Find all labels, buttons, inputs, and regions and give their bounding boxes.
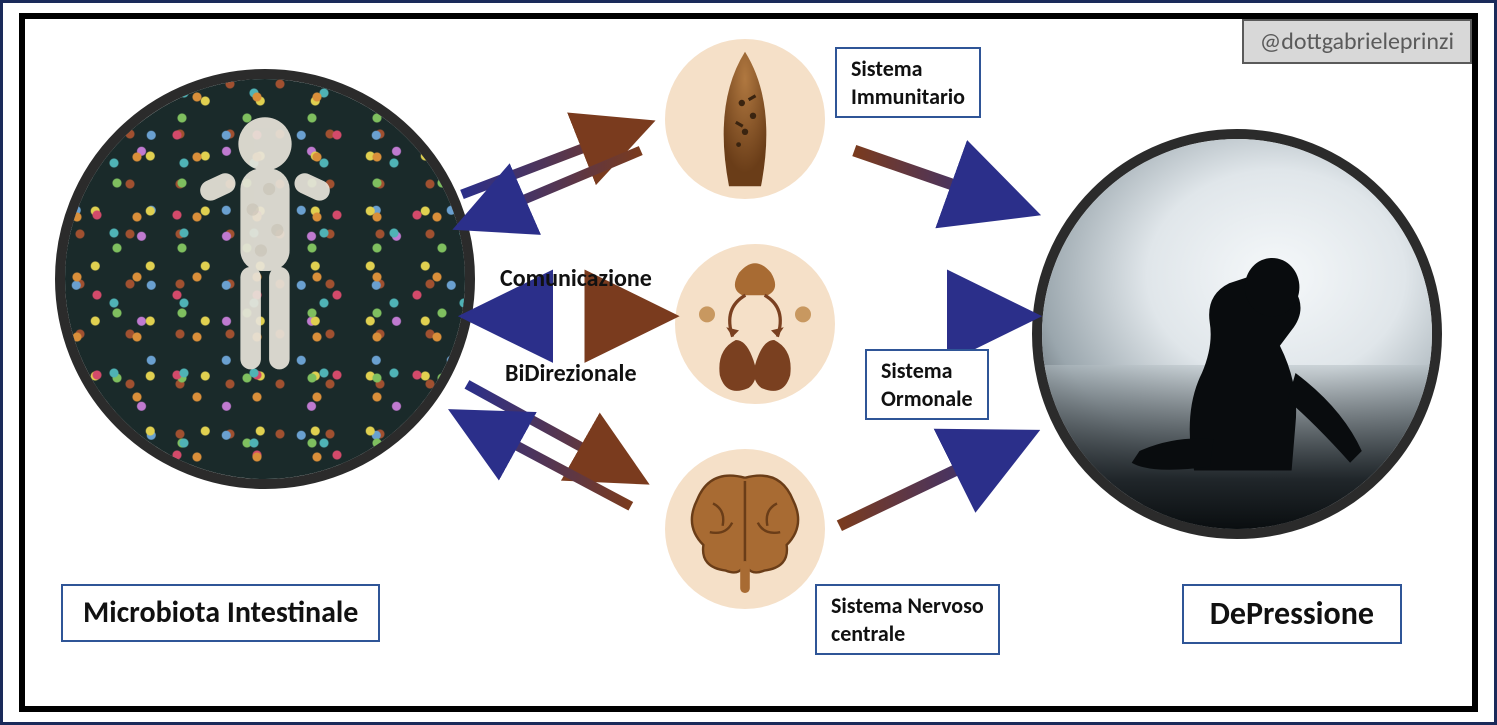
- watermark-text: @dottgabrieleprinzi: [1260, 27, 1454, 56]
- hormonal-label-line2: Ormonale: [881, 385, 973, 412]
- immune-label-line1: Sistema: [851, 55, 923, 82]
- arrow-left-immune-out: [462, 126, 641, 194]
- comunicazione-text: Comunicazione: [500, 264, 652, 293]
- arrow-left-cns-out: [467, 384, 636, 477]
- hormonal-label-line1: Sistema: [881, 357, 953, 384]
- depression-illustration: [1042, 139, 1432, 529]
- microbiota-label-text: Microbiota Intestinale: [83, 594, 358, 631]
- bidirezionale-span: BiDirezionale: [505, 359, 637, 388]
- microbiota-illustration: [65, 79, 465, 479]
- microbiota-circle: [55, 69, 475, 489]
- hormonal-label: Sistema Ormonale: [865, 349, 989, 420]
- arrow-cns-right: [839, 438, 1023, 526]
- immune-label-line2: Immunitario: [851, 83, 965, 110]
- microbiota-label: Microbiota Intestinale: [61, 584, 380, 642]
- depression-circle: [1032, 129, 1442, 539]
- cns-label: Sistema Nervoso centrale: [815, 584, 1000, 655]
- arrow-immune-right: [854, 151, 1023, 209]
- arrow-immune-left-back: [467, 151, 641, 224]
- watermark-badge: @dottgabrieleprinzi: [1242, 19, 1472, 64]
- immune-label: Sistema Immunitario: [835, 47, 981, 118]
- brain-icon: [665, 449, 825, 609]
- comunicazione-span: Comunicazione: [500, 264, 652, 293]
- bidirezionale-text: BiDirezionale: [505, 359, 637, 388]
- depression-label-text: DePressione: [1210, 594, 1374, 633]
- depression-label: DePressione: [1182, 584, 1402, 644]
- immune-icon: [665, 39, 825, 199]
- immune-circle: [665, 39, 825, 199]
- outer-frame: @dottgabrieleprinzi: [0, 0, 1497, 725]
- hpa-axis-icon: [675, 244, 835, 404]
- cns-label-line1: Sistema Nervoso: [831, 592, 984, 619]
- hormonal-circle: [675, 244, 835, 404]
- arrow-cns-left-back: [462, 417, 631, 507]
- microbiota-human-icon: [155, 107, 375, 435]
- inner-frame: @dottgabrieleprinzi: [19, 13, 1478, 712]
- cns-circle: [665, 449, 825, 609]
- depression-person-icon: [1042, 139, 1432, 529]
- cns-label-line2: centrale: [831, 620, 905, 647]
